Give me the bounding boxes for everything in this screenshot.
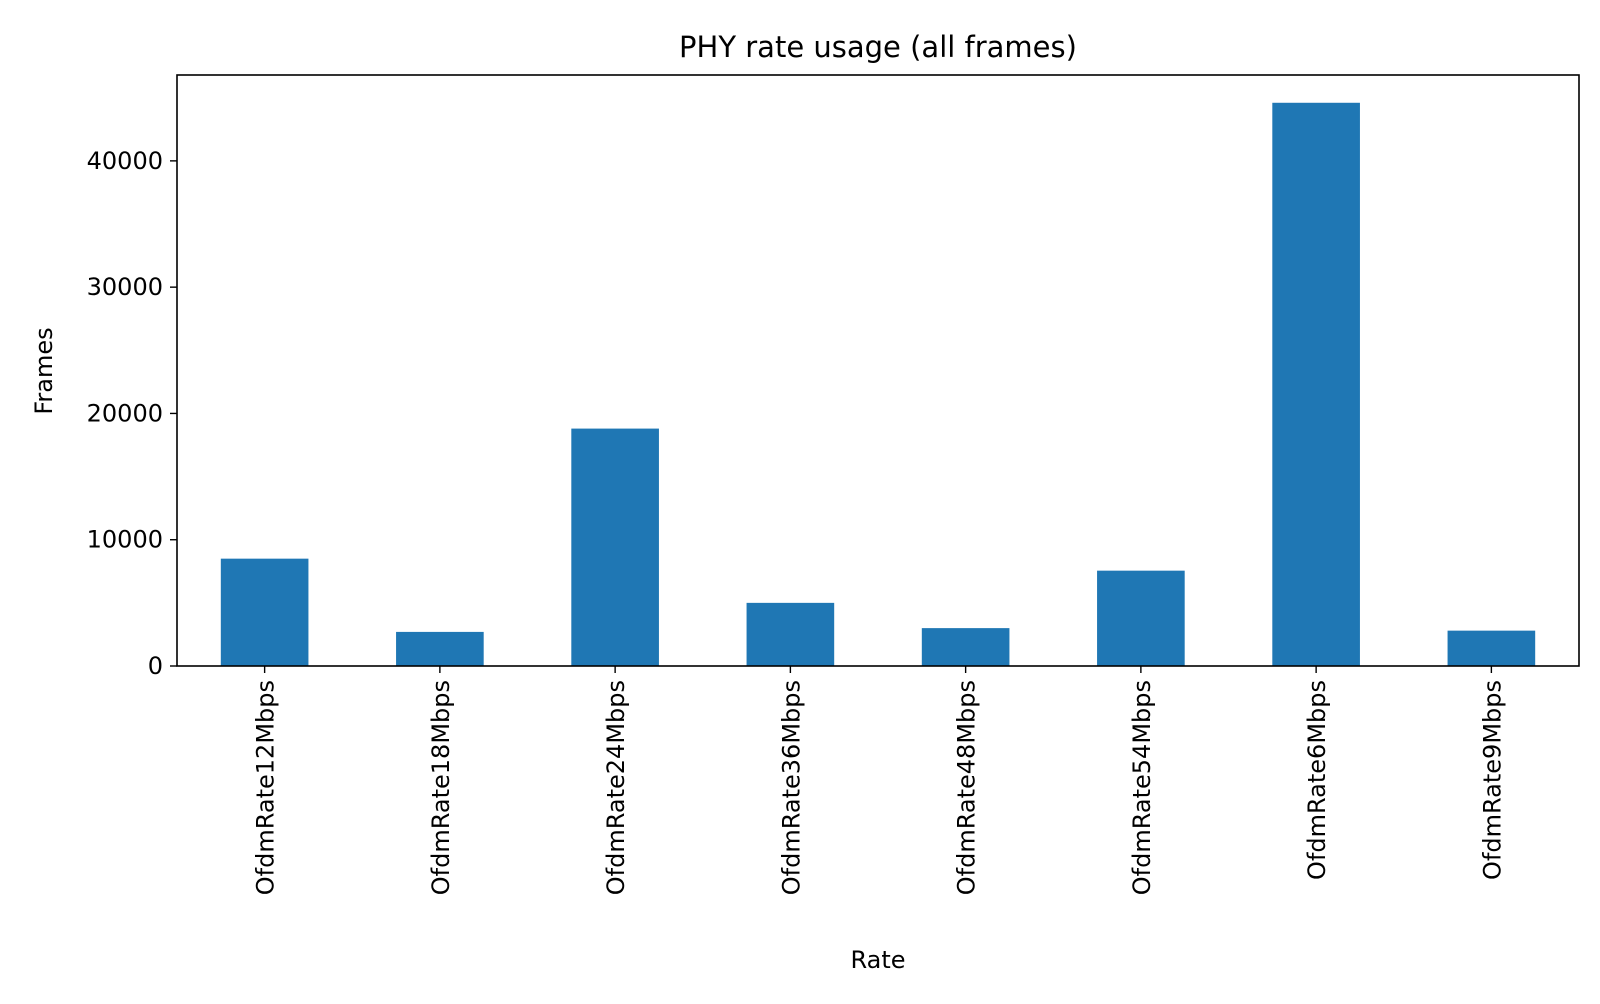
y-axis-label: Frames (30, 327, 58, 414)
bar-OfdmRate6Mbps (1272, 102, 1360, 666)
x-tick-label: OfdmRate12Mbps (252, 680, 280, 895)
plot-frame (176, 74, 1580, 667)
x-tick-label: OfdmRate6Mbps (1303, 680, 1331, 880)
bar-OfdmRate18Mbps (396, 631, 484, 666)
y-tick-label: 30000 (87, 273, 163, 301)
x-tick-label: OfdmRate24Mbps (602, 680, 630, 895)
bar-OfdmRate9Mbps (1447, 630, 1536, 666)
x-axis-ticks: OfdmRate12Mbps OfdmRate18Mbps OfdmRate24Mb… (252, 666, 1506, 895)
x-tick-label: OfdmRate48Mbps (953, 680, 981, 895)
y-tick-label: 40000 (87, 147, 163, 175)
bar-OfdmRate24Mbps (571, 428, 659, 666)
bar-OfdmRate36Mbps (746, 602, 835, 666)
bar-OfdmRate12Mbps (220, 558, 309, 666)
bar-OfdmRate54Mbps (1097, 570, 1185, 666)
x-tick-label: OfdmRate36Mbps (777, 680, 805, 895)
y-axis-ticks: 0 10000 20000 30000 40000 (87, 147, 177, 680)
x-tick-label: OfdmRate54Mbps (1128, 680, 1156, 895)
y-tick-label: 0 (148, 652, 163, 680)
bars-layer (220, 102, 1536, 666)
x-axis-label: Rate (850, 946, 905, 974)
y-tick-label: 20000 (87, 399, 163, 427)
bar-OfdmRate48Mbps (921, 628, 1010, 666)
x-tick-label: OfdmRate18Mbps (427, 680, 455, 895)
x-tick-label: OfdmRate9Mbps (1478, 680, 1506, 880)
y-tick-label: 10000 (87, 526, 163, 554)
chart-title: PHY rate usage (all frames) (679, 30, 1077, 64)
